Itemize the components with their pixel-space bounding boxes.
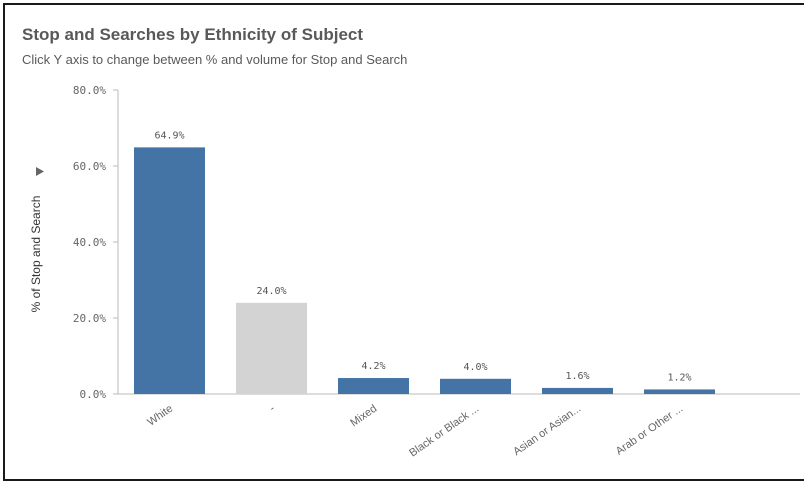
y-tick-label[interactable]: 0.0% <box>80 388 107 401</box>
bar[interactable] <box>134 147 205 394</box>
x-category-label[interactable]: Arab or Other ... <box>614 403 685 458</box>
y-tick-label[interactable]: 60.0% <box>73 160 106 173</box>
y-tick-label[interactable]: 80.0% <box>73 84 106 97</box>
chart-title: Stop and Searches by Ethnicity of Subjec… <box>22 25 364 44</box>
bar[interactable] <box>644 389 715 394</box>
y-tick-label[interactable]: 40.0% <box>73 236 106 249</box>
chart-subtitle: Click Y axis to change between % and vol… <box>22 52 408 67</box>
bar[interactable] <box>440 378 511 394</box>
bar[interactable] <box>236 302 307 394</box>
x-category-label[interactable]: - <box>267 402 277 414</box>
bar[interactable] <box>542 387 613 394</box>
triangle-right-icon[interactable] <box>36 167 44 176</box>
data-label: 24.0% <box>256 286 286 297</box>
x-category-label[interactable]: Mixed <box>348 403 379 430</box>
x-category-label[interactable]: White <box>145 403 175 429</box>
data-label: 64.9% <box>154 130 184 141</box>
y-axis-title[interactable]: % of Stop and Search <box>29 196 43 313</box>
data-label: 4.0% <box>463 362 487 373</box>
data-label: 1.2% <box>667 372 691 383</box>
data-label: 1.6% <box>565 371 589 382</box>
x-category-label[interactable]: Black or Black ... <box>407 403 481 460</box>
bar[interactable] <box>338 378 409 394</box>
y-tick-label[interactable]: 20.0% <box>73 312 106 325</box>
x-category-label[interactable]: Asian or Asian... <box>511 403 583 458</box>
data-label: 4.2% <box>361 361 385 372</box>
